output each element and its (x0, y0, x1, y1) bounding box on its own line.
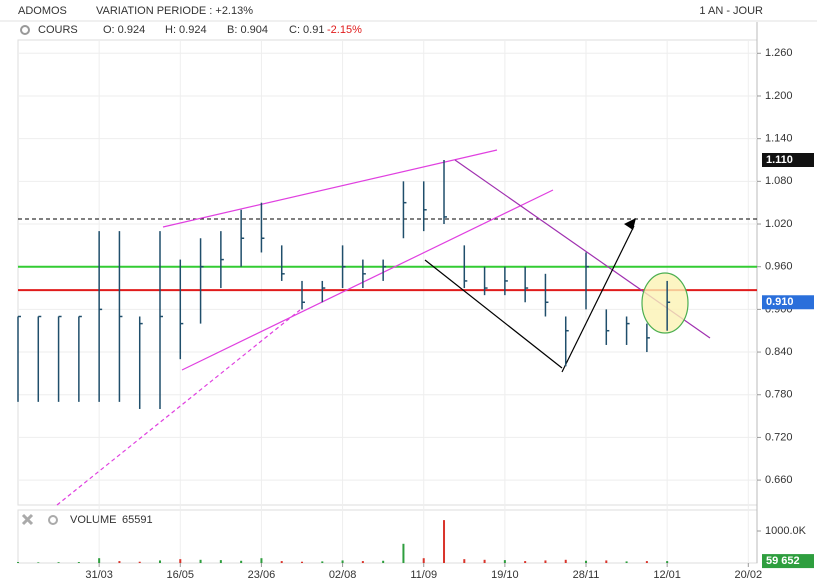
volume-bar (17, 562, 19, 563)
volume-bar (159, 560, 162, 563)
volume-bar (666, 561, 669, 563)
volume-tag (762, 554, 814, 569)
legend-close: C: 0.91 (289, 24, 324, 36)
settings-icon[interactable] (48, 515, 58, 525)
volume-bar (219, 560, 222, 563)
volume-bar (422, 558, 425, 563)
y-tick-label: 0.780 (765, 389, 793, 401)
volume-label: VOLUME (70, 514, 116, 526)
volume-tag-label: 59 652 (766, 555, 800, 567)
x-tick-label: 02/08 (329, 569, 357, 581)
trend-line (424, 259, 563, 369)
volume-bar (138, 561, 141, 563)
drawings (56, 149, 711, 506)
chart-title: ADOMOS (18, 5, 67, 17)
y-tick-label: 0.660 (765, 474, 793, 486)
volume-bar (361, 561, 364, 563)
legend-open: O: 0.924 (103, 24, 145, 36)
volume-icons (21, 513, 58, 526)
volume-bar (605, 560, 608, 563)
legend-change: -2.15% (327, 24, 362, 36)
x-tick-label: 19/10 (491, 569, 519, 581)
grid (18, 40, 757, 563)
volume-bar (341, 560, 344, 563)
volume-bar (463, 559, 466, 563)
volume-bar (321, 561, 324, 563)
volume-bar (645, 561, 648, 563)
trend-line (162, 149, 498, 228)
y-tick-label: 1.020 (765, 218, 793, 230)
volume-bar (77, 562, 80, 563)
volume-bar (199, 559, 202, 563)
legend-low: B: 0.904 (227, 24, 268, 36)
volume-bar (280, 561, 283, 563)
volume-bar (37, 562, 40, 563)
volume-bar (564, 559, 567, 563)
x-tick-label: 20/02 (735, 569, 763, 581)
volume-bar (443, 520, 446, 563)
volume-bar (544, 560, 547, 563)
volume-bar (402, 543, 405, 563)
trend-line (181, 189, 554, 371)
volume-bar (301, 561, 304, 563)
volume-bar (382, 560, 385, 563)
price-tag-label: 0.910 (766, 296, 794, 308)
arrow-line (561, 225, 635, 373)
price-tag-label: 1.110 (766, 154, 793, 166)
y-tick-label: 0.720 (765, 431, 793, 443)
highlight-ellipse (641, 272, 689, 334)
period: 1 AN - JOUR (699, 5, 763, 17)
volume-last: 65591 (122, 514, 153, 526)
y-tick-label: 0.840 (765, 346, 793, 358)
y-tick-label: 1.260 (765, 47, 793, 59)
y-tick-label: 0.960 (765, 261, 793, 273)
price-tag (762, 295, 814, 310)
x-tick-label: 31/03 (85, 569, 113, 581)
settings-icon[interactable] (20, 25, 30, 35)
volume-bar (524, 561, 527, 563)
x-tick-label: 23/06 (248, 569, 276, 581)
volume-bar (98, 558, 101, 563)
legend-high: H: 0.924 (165, 24, 207, 36)
y-tick-label: 1.080 (765, 175, 793, 187)
volume-bar (118, 561, 121, 563)
x-tick-label: 28/11 (573, 569, 600, 581)
y-tick-label: 1.200 (765, 90, 793, 102)
chart-subtitle: VARIATION PERIODE : +2.13% (96, 5, 253, 17)
volume-bar (503, 560, 506, 563)
volume-bar (179, 559, 182, 563)
volume-bar (625, 561, 628, 563)
y-tick-label: 1000.0K (765, 525, 807, 537)
arrow-head (624, 218, 636, 230)
close-icon[interactable] (21, 513, 34, 526)
volume-bar (240, 560, 243, 563)
price-tag (762, 153, 814, 167)
volume-bar (483, 559, 486, 563)
x-tick-label: 12/01 (653, 569, 681, 581)
x-tick-label: 11/09 (410, 569, 437, 581)
y-tick-label: 1.140 (765, 133, 793, 145)
legend-name: COURS (38, 24, 78, 36)
x-tick-label: 16/05 (167, 569, 195, 581)
volume-bar (260, 558, 263, 563)
volume-bar (57, 562, 60, 563)
trend-line (56, 309, 301, 506)
volume-bar (585, 560, 588, 563)
